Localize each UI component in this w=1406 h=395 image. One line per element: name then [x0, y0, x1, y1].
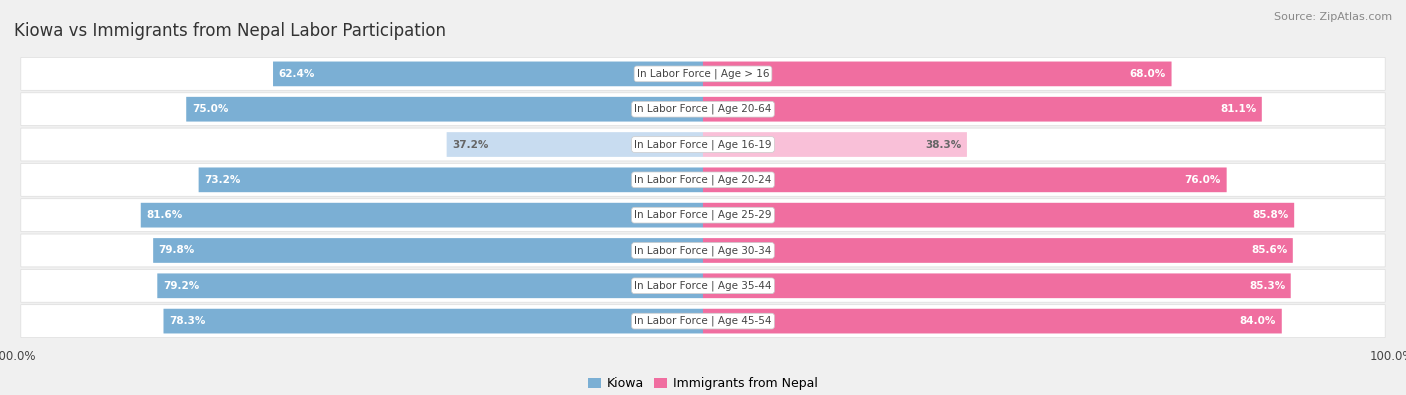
- Text: 75.0%: 75.0%: [191, 104, 228, 114]
- FancyBboxPatch shape: [21, 305, 1385, 338]
- Text: 68.0%: 68.0%: [1129, 69, 1166, 79]
- Text: In Labor Force | Age 35-44: In Labor Force | Age 35-44: [634, 280, 772, 291]
- Text: 79.8%: 79.8%: [159, 245, 195, 256]
- FancyBboxPatch shape: [21, 269, 1385, 302]
- Text: In Labor Force | Age 20-24: In Labor Force | Age 20-24: [634, 175, 772, 185]
- Text: 78.3%: 78.3%: [169, 316, 205, 326]
- FancyBboxPatch shape: [186, 97, 703, 122]
- FancyBboxPatch shape: [141, 203, 703, 228]
- FancyBboxPatch shape: [21, 93, 1385, 126]
- Text: 38.3%: 38.3%: [925, 139, 962, 150]
- Text: Kiowa vs Immigrants from Nepal Labor Participation: Kiowa vs Immigrants from Nepal Labor Par…: [14, 22, 446, 40]
- Text: 37.2%: 37.2%: [453, 139, 489, 150]
- FancyBboxPatch shape: [153, 238, 703, 263]
- Text: 76.0%: 76.0%: [1185, 175, 1220, 185]
- FancyBboxPatch shape: [21, 199, 1385, 231]
- Legend: Kiowa, Immigrants from Nepal: Kiowa, Immigrants from Nepal: [583, 372, 823, 395]
- FancyBboxPatch shape: [703, 203, 1294, 228]
- Text: Source: ZipAtlas.com: Source: ZipAtlas.com: [1274, 12, 1392, 22]
- Text: 73.2%: 73.2%: [204, 175, 240, 185]
- Text: In Labor Force | Age 20-64: In Labor Force | Age 20-64: [634, 104, 772, 115]
- Text: In Labor Force | Age > 16: In Labor Force | Age > 16: [637, 69, 769, 79]
- FancyBboxPatch shape: [703, 62, 1171, 86]
- FancyBboxPatch shape: [21, 234, 1385, 267]
- Text: In Labor Force | Age 30-34: In Labor Force | Age 30-34: [634, 245, 772, 256]
- FancyBboxPatch shape: [703, 309, 1282, 333]
- FancyBboxPatch shape: [703, 238, 1292, 263]
- Text: In Labor Force | Age 16-19: In Labor Force | Age 16-19: [634, 139, 772, 150]
- Text: 85.8%: 85.8%: [1253, 210, 1289, 220]
- FancyBboxPatch shape: [163, 309, 703, 333]
- Text: 84.0%: 84.0%: [1240, 316, 1277, 326]
- FancyBboxPatch shape: [198, 167, 703, 192]
- FancyBboxPatch shape: [703, 273, 1291, 298]
- Text: 79.2%: 79.2%: [163, 281, 200, 291]
- FancyBboxPatch shape: [21, 164, 1385, 196]
- FancyBboxPatch shape: [273, 62, 703, 86]
- FancyBboxPatch shape: [21, 57, 1385, 90]
- Text: 85.6%: 85.6%: [1251, 245, 1288, 256]
- FancyBboxPatch shape: [157, 273, 703, 298]
- FancyBboxPatch shape: [703, 132, 967, 157]
- FancyBboxPatch shape: [703, 97, 1261, 122]
- Text: 62.4%: 62.4%: [278, 69, 315, 79]
- FancyBboxPatch shape: [21, 128, 1385, 161]
- FancyBboxPatch shape: [703, 167, 1226, 192]
- Text: In Labor Force | Age 45-54: In Labor Force | Age 45-54: [634, 316, 772, 326]
- Text: 85.3%: 85.3%: [1249, 281, 1285, 291]
- Text: In Labor Force | Age 25-29: In Labor Force | Age 25-29: [634, 210, 772, 220]
- Text: 81.6%: 81.6%: [146, 210, 183, 220]
- FancyBboxPatch shape: [447, 132, 703, 157]
- Text: 81.1%: 81.1%: [1220, 104, 1256, 114]
